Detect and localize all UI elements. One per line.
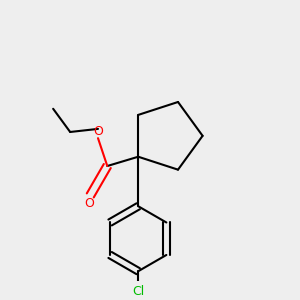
Text: O: O bbox=[84, 196, 94, 210]
Text: Cl: Cl bbox=[132, 285, 144, 298]
Text: O: O bbox=[93, 125, 103, 138]
